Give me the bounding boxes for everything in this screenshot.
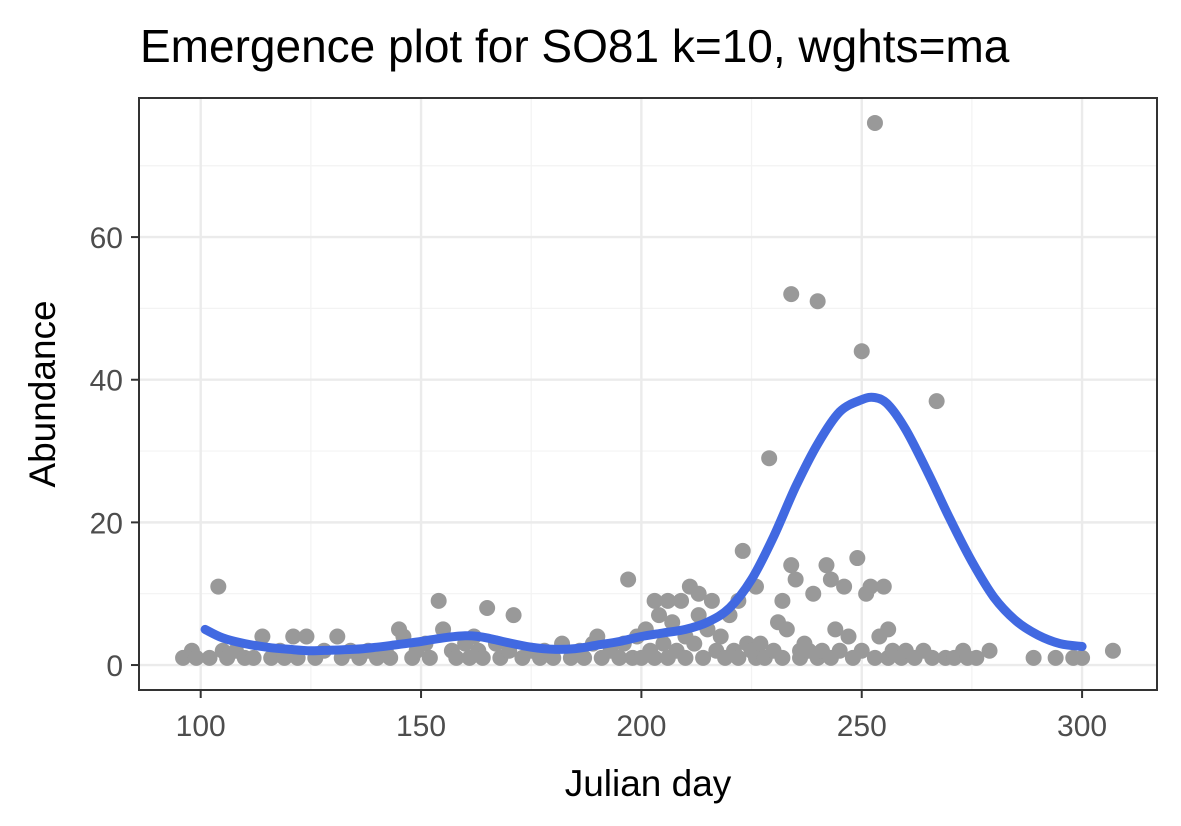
data-point: [448, 649, 465, 666]
data-point: [421, 649, 438, 666]
data-point: [690, 607, 707, 624]
y-tick-label: 40: [90, 365, 123, 398]
data-point: [1074, 649, 1091, 666]
data-point: [703, 592, 720, 609]
data-point: [730, 649, 747, 666]
major-gridlines: [139, 98, 1157, 690]
data-point: [690, 585, 707, 602]
data-point: [474, 649, 491, 666]
x-tick-label: 150: [396, 710, 446, 743]
data-point: [928, 393, 945, 410]
data-point: [382, 649, 399, 666]
data-point: [655, 635, 672, 652]
data-point: [924, 649, 941, 666]
axis-ticks: [131, 236, 1084, 698]
data-point: [880, 621, 897, 638]
data-point: [774, 592, 791, 609]
data-point: [831, 642, 848, 659]
data-point: [849, 550, 866, 567]
smooth-curve: [200, 392, 1087, 656]
data-point: [686, 635, 703, 652]
data-point: [505, 607, 522, 624]
data-point: [712, 628, 729, 645]
data-point: [659, 592, 676, 609]
axis-tick-labels: 100 150 200 250 300 0 20 40 60: [90, 222, 1107, 743]
data-point: [1025, 649, 1042, 666]
data-point: [968, 649, 985, 666]
data-point: [805, 585, 822, 602]
data-point: [210, 578, 227, 595]
data-point: [651, 607, 668, 624]
panel-border: [138, 97, 1158, 691]
data-point: [774, 649, 791, 666]
data-point: [479, 599, 496, 616]
y-tick-label: 20: [90, 507, 123, 540]
data-point: [276, 649, 293, 666]
x-axis-title: Julian day: [565, 763, 732, 804]
data-points: [175, 114, 1121, 666]
data-point: [783, 557, 800, 574]
data-point: [664, 614, 681, 631]
data-point: [329, 628, 346, 645]
data-point: [298, 628, 315, 645]
minor-gridlines: [139, 98, 1157, 690]
data-point: [853, 343, 870, 360]
data-point: [853, 642, 870, 659]
data-point: [778, 621, 795, 638]
data-point: [752, 635, 769, 652]
data-point: [866, 114, 883, 131]
data-point: [1047, 649, 1064, 666]
data-point: [677, 649, 694, 666]
data-point: [862, 578, 879, 595]
y-axis-title: Abundance: [22, 300, 63, 487]
data-point: [188, 649, 205, 666]
data-point: [646, 649, 663, 666]
x-tick-label: 200: [616, 710, 666, 743]
chart-title: Emergence plot for SO81 k=10, wghts=ma: [140, 20, 1010, 72]
data-point: [1104, 642, 1121, 659]
data-point: [822, 571, 839, 588]
data-point: [254, 628, 271, 645]
x-tick-label: 300: [1057, 710, 1107, 743]
data-point: [827, 621, 844, 638]
data-point: [840, 628, 857, 645]
x-tick-label: 250: [837, 710, 887, 743]
data-point: [646, 592, 663, 609]
data-point: [285, 628, 302, 645]
data-point: [761, 450, 778, 467]
data-point: [783, 286, 800, 303]
data-point: [695, 649, 712, 666]
x-tick-label: 100: [176, 710, 226, 743]
data-point: [866, 649, 883, 666]
data-point: [201, 649, 218, 666]
y-tick-label: 60: [90, 222, 123, 255]
data-point: [611, 649, 628, 666]
y-tick-label: 0: [106, 650, 123, 683]
data-point: [809, 293, 826, 310]
data-point: [430, 592, 447, 609]
data-point: [875, 578, 892, 595]
data-point: [818, 557, 835, 574]
data-point: [981, 642, 998, 659]
data-point: [787, 571, 804, 588]
data-point: [836, 578, 853, 595]
data-point: [245, 649, 262, 666]
data-point: [576, 649, 593, 666]
data-point: [734, 542, 751, 559]
data-point: [673, 592, 690, 609]
data-point: [620, 571, 637, 588]
